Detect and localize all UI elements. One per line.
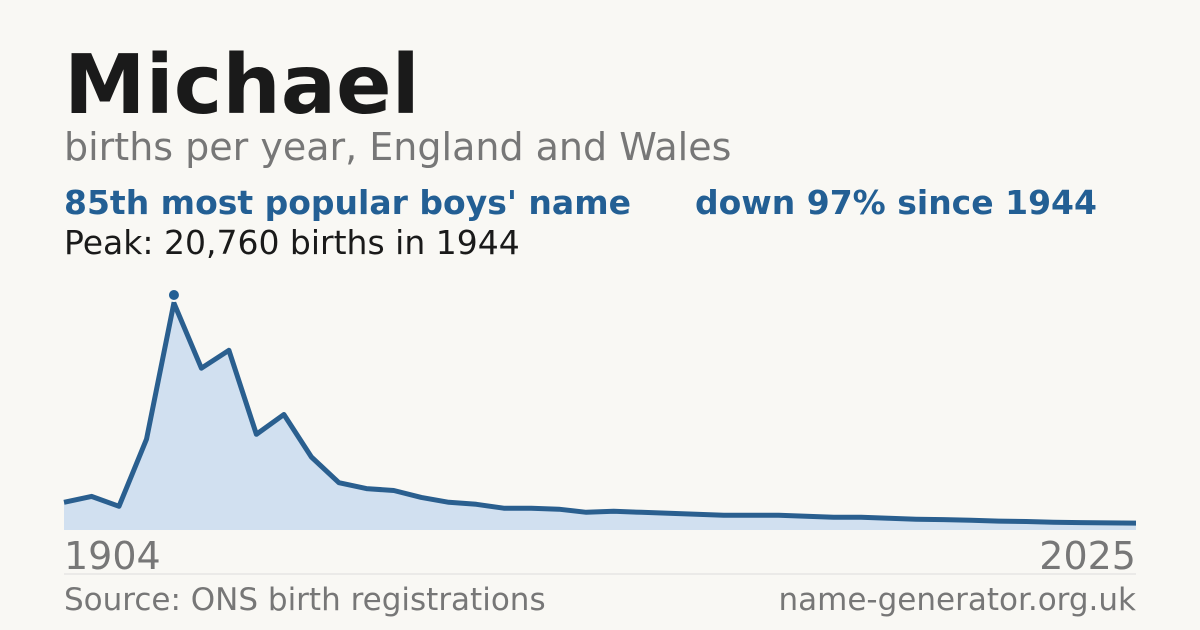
line [63, 300, 1137, 526]
x-tick-label: 2025 [1039, 534, 1136, 578]
peak-marker [166, 288, 181, 302]
title: Michael [64, 38, 420, 133]
x-tick-label: 1904 [64, 534, 161, 578]
peak-note: Peak: 20,760 births in 1944 [64, 223, 520, 262]
site: name-generator.org.uk [779, 582, 1137, 618]
rank: 85th most popular boys' name [64, 183, 631, 222]
subtitle: births per year, England and Wales [64, 125, 731, 169]
source: Source: ONS birth registrations [64, 582, 546, 618]
change: down 97% since 1944 [695, 183, 1097, 222]
